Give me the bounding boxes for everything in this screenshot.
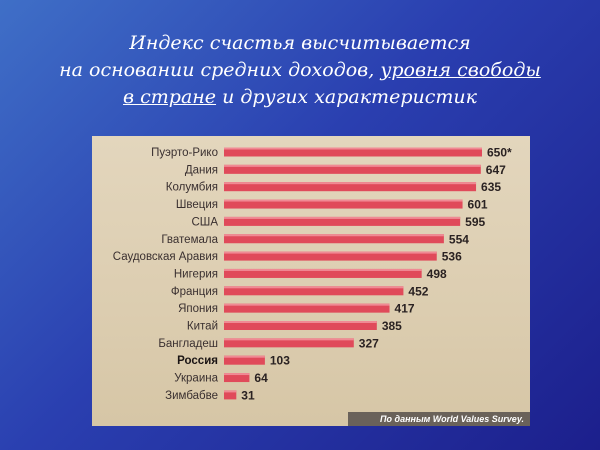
category-label: Бангладеш [158, 338, 218, 350]
bar [224, 199, 463, 209]
value-label: 103 [270, 354, 290, 368]
bar-highlight [224, 338, 354, 341]
value-label: 498 [427, 267, 447, 281]
value-label: 635 [481, 180, 501, 194]
bar [224, 338, 354, 348]
bar [224, 373, 250, 383]
category-label: Нигерия [174, 268, 218, 280]
bar [224, 182, 477, 192]
value-label: 554 [449, 232, 469, 246]
value-label: 650* [487, 146, 512, 160]
source-banner [348, 412, 530, 426]
title-line-3-text: и других характеристик [216, 86, 477, 108]
bar-highlight [224, 251, 437, 254]
bar-highlight [224, 199, 463, 202]
bar-chart: Пуэрто-Рико 650* Дания 647 Колумбия 635 Швеция… [113, 146, 530, 426]
category-label: США [191, 216, 218, 228]
category-label: Зимбабве [165, 390, 218, 402]
value-label: 417 [395, 302, 415, 316]
category-label: Саудовская Аравия [113, 251, 218, 263]
title-line-3: в стране и других характеристик [0, 84, 600, 111]
value-label: 601 [468, 198, 488, 212]
title-line-2: на основании средних доходов, уровня сво… [0, 57, 600, 84]
bar [224, 286, 404, 296]
value-label: 647 [486, 163, 506, 177]
bar [224, 268, 422, 278]
bar-highlight [224, 355, 265, 358]
category-label: Франция [171, 286, 218, 298]
bar-highlight [224, 286, 404, 289]
category-label: Гватемала [161, 234, 218, 246]
category-label: Колумбия [166, 182, 218, 194]
bar [224, 355, 265, 365]
category-label: Китай [187, 321, 218, 333]
title-line-2-text: на основании средних доходов, [59, 59, 381, 81]
title-line-3-underlined: в стране [123, 86, 217, 108]
bar [224, 234, 444, 244]
bar-highlight [224, 373, 250, 376]
category-label: Пуэрто-Рико [151, 147, 218, 159]
bar-highlight [224, 303, 390, 306]
title-line-1: Индекс счастья высчитывается [129, 32, 471, 54]
category-label: Япония [178, 303, 218, 315]
chart-panel: Пуэрто-Рико 650* Дания 647 Колумбия 635 Швеция… [92, 136, 530, 426]
category-label: Дания [185, 164, 218, 176]
bar [224, 251, 437, 261]
slide-title: Индекс счастья высчитывается на основани… [0, 30, 600, 111]
bar [224, 303, 390, 313]
bar [224, 164, 481, 174]
bar-highlight [224, 147, 482, 150]
bar-highlight [224, 390, 237, 393]
bar-highlight [224, 268, 422, 271]
value-label: 452 [408, 284, 428, 298]
value-label: 385 [382, 319, 402, 333]
bar-highlight [224, 164, 481, 167]
category-label: Россия [177, 355, 218, 367]
value-label: 64 [254, 371, 268, 385]
bar [224, 390, 237, 400]
bar-highlight [224, 234, 444, 237]
title-line-2-underlined: уровня свободы [380, 59, 541, 81]
bar [224, 216, 461, 226]
bar-highlight [224, 182, 477, 185]
bar [224, 321, 377, 330]
value-label: 31 [241, 388, 255, 402]
value-label: 595 [465, 215, 485, 229]
category-label: Украина [174, 373, 218, 385]
bar [224, 147, 482, 157]
category-label: Швеция [176, 199, 218, 211]
source-note: По данным World Values Survey. [380, 414, 524, 424]
value-label: 327 [359, 336, 379, 350]
bar-highlight [224, 321, 377, 323]
value-label: 536 [442, 250, 462, 264]
bar-highlight [224, 216, 461, 219]
